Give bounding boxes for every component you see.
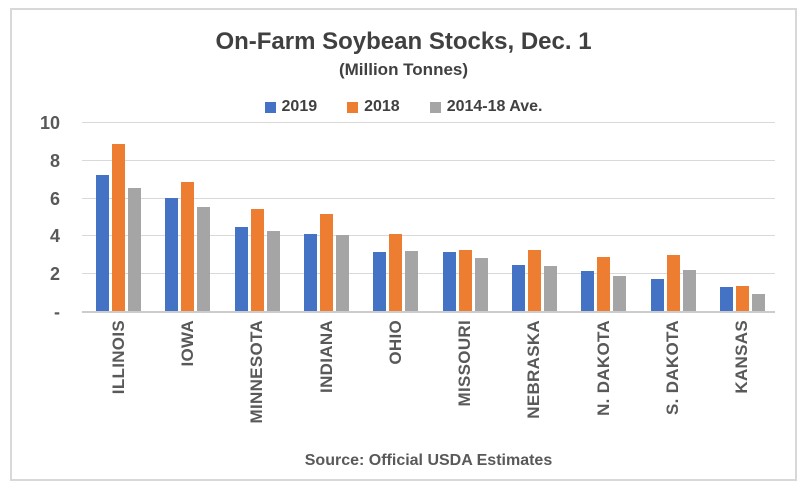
x-label-n-dakota: N. DAKOTA [593,320,613,416]
bar-2019 [511,264,525,311]
legend-swatch-icon [347,101,359,113]
bar-group-kansas [708,122,777,311]
bar-2019 [581,271,595,311]
x-label-wrap: KANSAS [732,320,806,394]
legend-swatch-icon [429,101,441,113]
bar-group-ohio [361,122,430,311]
bar-2014-18-ave- [197,207,211,311]
x-label-missouri: MISSOURI [455,320,475,407]
bar-2018 [181,182,195,311]
bar-2014-18-ave- [682,270,696,311]
y-tick-label-2: 2 [49,264,60,285]
x-axis-labels: ILLINOIS IOWA MINNESOTA INDIANA OHIO MISSOURI… [84,320,777,460]
bar-group-nebraska [500,122,569,311]
gridline-2 [82,273,775,275]
x-label-wrap: IOWA [178,320,225,367]
bar-group-illinois [84,122,153,311]
legend-label: 2018 [364,98,400,115]
chart-subtitle: (Million Tonnes) [338,60,469,79]
chart-title: On-Farm Soybean Stocks, Dec. 1 [215,28,592,55]
bar-2014-18-ave- [613,276,627,311]
bar-2018 [112,143,126,311]
bar-2014-18-ave- [405,250,419,311]
gridline-8 [82,159,775,161]
bar-2014-18-ave- [474,258,488,311]
bar-2014-18-ave- [128,188,142,311]
bar-2018 [250,208,264,311]
bar-group-s-dakota [638,122,707,311]
bar-2014-18-ave- [336,235,350,311]
gridline-0 [82,311,775,313]
x-label-ohio: OHIO [385,320,405,365]
bar-2019 [304,233,318,311]
x-label-iowa: IOWA [177,320,197,367]
legend-item-2019: 2019 [264,98,318,116]
bar-2018 [597,257,611,311]
bar-group-n-dakota [569,122,638,311]
x-label-minnesota: MINNESOTA [247,320,267,424]
bar-2019 [373,252,387,311]
y-tick-label-6: 6 [49,188,60,209]
gridline-10 [82,122,775,123]
bar-group-indiana [292,122,361,311]
source-note: Source: Official USDA Estimates [304,452,553,469]
bar-2018 [389,233,403,311]
bars-layer [84,122,777,311]
bar-2014-18-ave- [543,265,557,311]
y-tick-label-8: 8 [49,150,60,171]
bar-group-iowa [153,122,222,311]
bar-2019 [96,174,110,311]
bar-group-missouri [431,122,500,311]
chart-legend: 2019 2018 2014-18 Ave. [12,98,795,116]
legend-label: 2019 [281,98,318,115]
legend-label: 2014-18 Ave. [446,98,543,115]
bar-2018 [666,255,680,311]
bar-2019 [650,278,664,311]
gridline-6 [82,197,775,199]
bar-2019 [234,226,248,311]
bar-2014-18-ave- [751,294,765,311]
x-label-kansas: KANSAS [732,320,752,394]
bar-2014-18-ave- [266,230,280,311]
bar-2018 [320,213,334,311]
x-label-illinois: ILLINOIS [108,320,128,395]
bar-2018 [458,249,472,311]
bar-group-minnesota [223,122,292,311]
legend-swatch-icon [264,101,276,113]
chart-frame: On-Farm Soybean Stocks, Dec. 1 (Million … [10,8,797,481]
legend-item-2018: 2018 [347,98,400,116]
x-label-indiana: INDIANA [316,320,336,393]
x-label-wrap: OHIO [386,320,431,365]
bar-2019 [165,197,179,311]
x-label-wrap: INDIANA [317,320,390,393]
x-label-nebraska: NEBRASKA [524,320,544,419]
bar-2019 [719,287,733,311]
legend-item-2014-18-ave-: 2014-18 Ave. [429,98,543,116]
y-tick-label-10: 10 [39,113,60,133]
gridline-4 [82,235,775,237]
x-label-wrap: ILLINOIS [109,320,183,394]
y-tick-label-0: - [54,302,60,322]
bar-2018 [527,249,541,311]
x-label-s-dakota: S. DAKOTA [663,320,683,415]
y-tick-label-4: 4 [49,226,60,247]
bar-2018 [735,286,749,311]
plot-area [82,122,775,313]
bar-2019 [442,252,456,311]
